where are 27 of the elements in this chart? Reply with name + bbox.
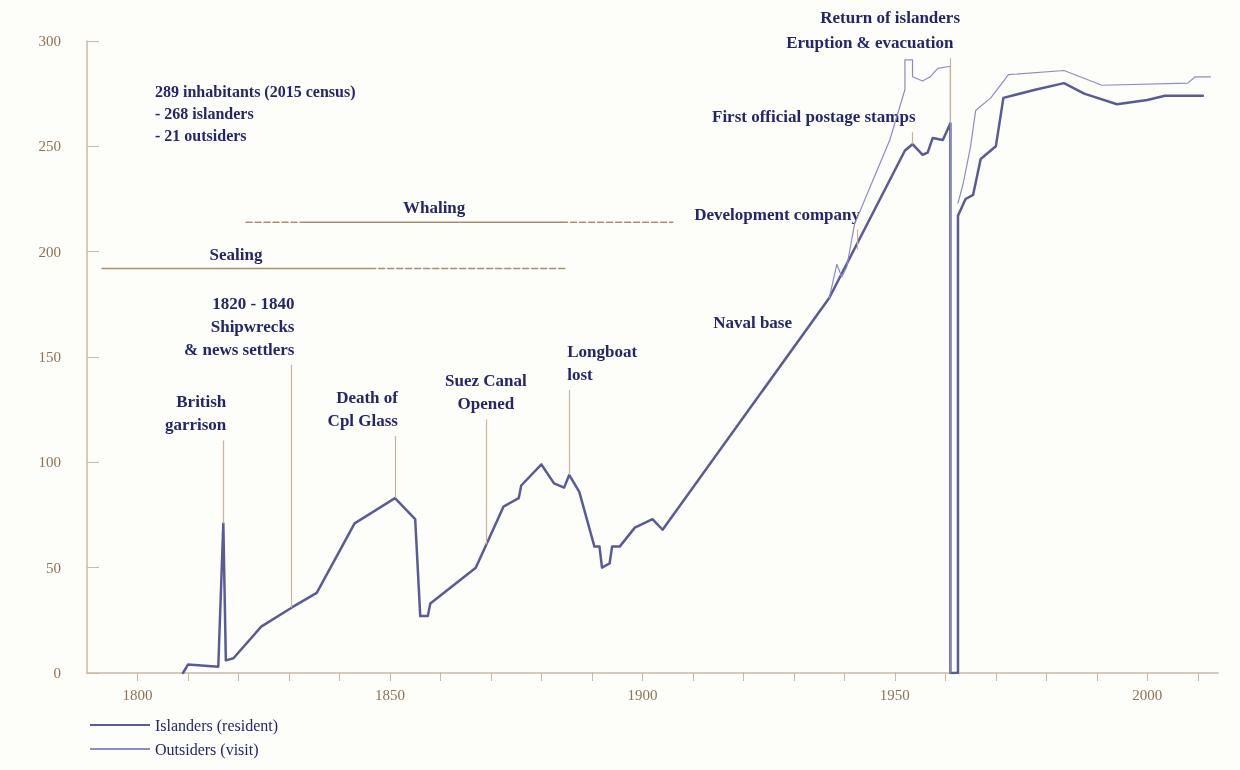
y-tick-label: 200 [38,243,61,260]
series-label: Sealing [209,244,263,264]
legend-label: Islanders (resident) [155,716,279,735]
annotation: Death of Cpl Glass [327,388,399,431]
annotation: First official postage stamps [712,107,916,127]
x-tick-label: 1800 [122,686,153,703]
y-tick-label: 50 [46,559,61,576]
x-tick-label: 1850 [374,686,405,703]
annotation: Suez Canal Opened [445,371,527,414]
legend-label: Outsiders (visit) [155,740,259,759]
x-tick-label: 1900 [627,686,658,703]
y-tick-label: 150 [38,349,61,365]
y-tick-label: 300 [38,33,61,49]
annotation: Naval base [713,312,793,332]
annotation: 1820 - 1840 Shipwrecks & news settlers [184,293,295,359]
y-tick-label: 250 [38,138,61,155]
annotation: Longboat lost [567,341,638,384]
x-tick-label: 1950 [879,686,910,703]
x-tick-label: 2000 [1132,686,1163,703]
annotation: Development company [694,204,861,224]
text: Return of islanders [820,7,961,27]
y-tick-label: 100 [38,454,61,471]
annotation: Eruption & evacuation [786,33,954,53]
series-label: Whaling [402,198,466,218]
annotation: 289 inhabitants (2015 census) - 268 islanders - 21 outsiders [155,82,356,144]
annotation: British garrison [164,392,227,435]
y-tick-label: 0 [53,665,61,681]
